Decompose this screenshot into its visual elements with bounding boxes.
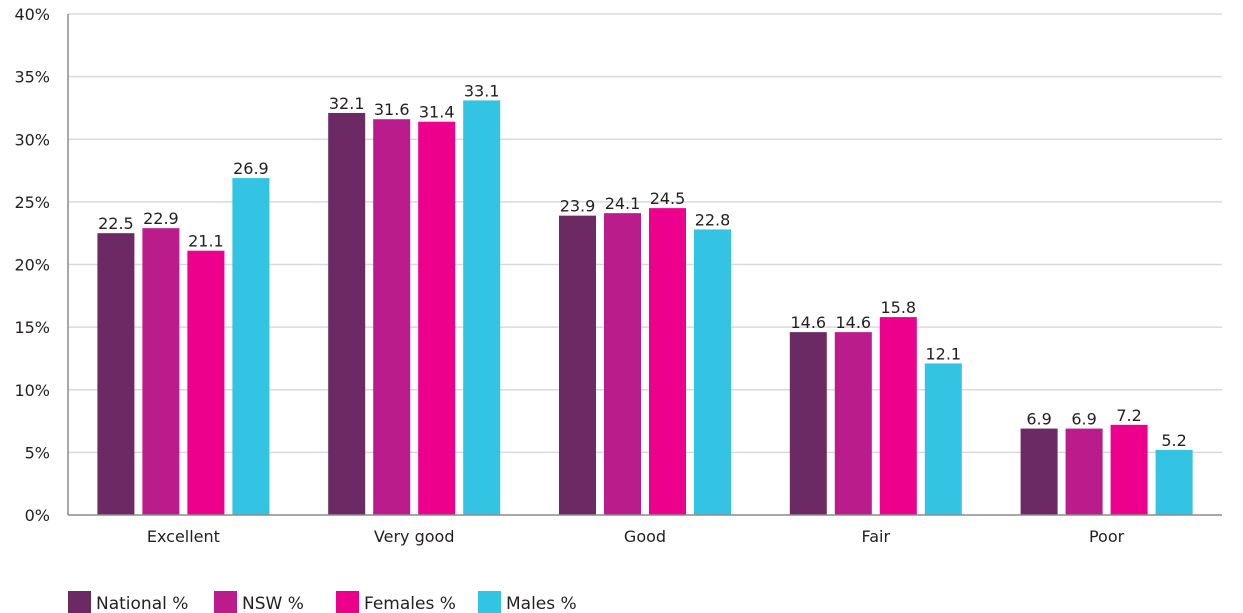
data-label: 22.9 — [143, 209, 179, 228]
legend-label: Males % — [506, 594, 577, 613]
data-label: 7.2 — [1116, 406, 1141, 425]
data-label: 6.9 — [1071, 410, 1096, 429]
bar — [694, 229, 731, 515]
bar — [789, 332, 827, 515]
bar — [1065, 428, 1103, 515]
legend-swatch — [478, 591, 501, 613]
bar — [924, 363, 962, 515]
y-tick-label: 15% — [14, 318, 50, 337]
data-label: 21.1 — [188, 232, 224, 251]
bar — [142, 228, 180, 516]
y-tick-label: 30% — [14, 130, 50, 149]
legend-label: Females % — [364, 594, 456, 613]
y-axis-ticks: 0% 5% 10% 15% 20% 25% 30% 35% 40% — [14, 5, 50, 525]
legend-swatch — [214, 591, 237, 613]
bar — [187, 250, 225, 515]
data-labels: 22.5 22.9 21.1 26.9 32.1 31.6 31.4 33.1 23.9 24.1… — [98, 81, 1187, 449]
bars — [97, 100, 1193, 516]
bar — [97, 233, 135, 515]
y-tick-label: 35% — [14, 68, 50, 87]
bar — [373, 119, 411, 516]
legend-swatch — [68, 591, 91, 613]
data-label: 24.1 — [605, 194, 641, 213]
data-label: 33.1 — [464, 81, 500, 100]
bar — [1020, 428, 1058, 515]
legend-label: National % — [96, 594, 188, 613]
axes — [67, 14, 1222, 516]
y-tick-label: 0% — [25, 506, 50, 525]
bar — [328, 112, 366, 515]
bar — [604, 213, 641, 515]
x-category-label: Excellent — [147, 527, 220, 546]
bar — [418, 121, 456, 515]
y-tick-label: 10% — [14, 381, 50, 400]
y-tick-label: 5% — [25, 443, 50, 462]
bar — [232, 178, 270, 515]
bar — [834, 332, 872, 515]
bar — [559, 215, 596, 515]
legend-label: NSW % — [242, 594, 304, 613]
data-label: 32.1 — [329, 94, 365, 113]
data-label: 22.5 — [98, 214, 134, 233]
x-category-label: Very good — [374, 527, 455, 546]
x-category-label: Fair — [862, 527, 891, 546]
data-label: 12.1 — [925, 344, 961, 363]
data-label: 23.9 — [560, 197, 596, 216]
data-label: 22.8 — [695, 210, 731, 229]
data-label: 14.6 — [790, 313, 826, 332]
legend-item: National % — [68, 591, 188, 613]
y-tick-label: 25% — [14, 193, 50, 212]
bar — [1110, 424, 1148, 515]
data-label: 5.2 — [1161, 431, 1186, 450]
legend-swatch — [336, 591, 359, 613]
legend-item: Males % — [478, 591, 577, 613]
bar — [1155, 449, 1193, 515]
data-label: 31.6 — [374, 100, 410, 119]
y-tick-label: 40% — [14, 5, 50, 24]
legend-item: Females % — [336, 591, 456, 613]
x-category-label: Poor — [1089, 527, 1125, 546]
y-tick-label: 20% — [14, 256, 50, 275]
legend-item: NSW % — [214, 591, 304, 613]
bar — [463, 100, 501, 516]
category-labels: Excellent Very good Good Fair Poor — [147, 527, 1125, 546]
data-label: 31.4 — [419, 103, 455, 122]
data-label: 24.5 — [650, 189, 686, 208]
x-category-label: Good — [624, 527, 666, 546]
bar — [649, 208, 686, 515]
bar — [879, 317, 917, 515]
legend: National % NSW % Females % Males % — [68, 591, 577, 613]
data-label: 6.9 — [1026, 410, 1051, 429]
data-label: 15.8 — [880, 298, 916, 317]
data-label: 14.6 — [835, 313, 871, 332]
data-label: 26.9 — [233, 159, 269, 178]
